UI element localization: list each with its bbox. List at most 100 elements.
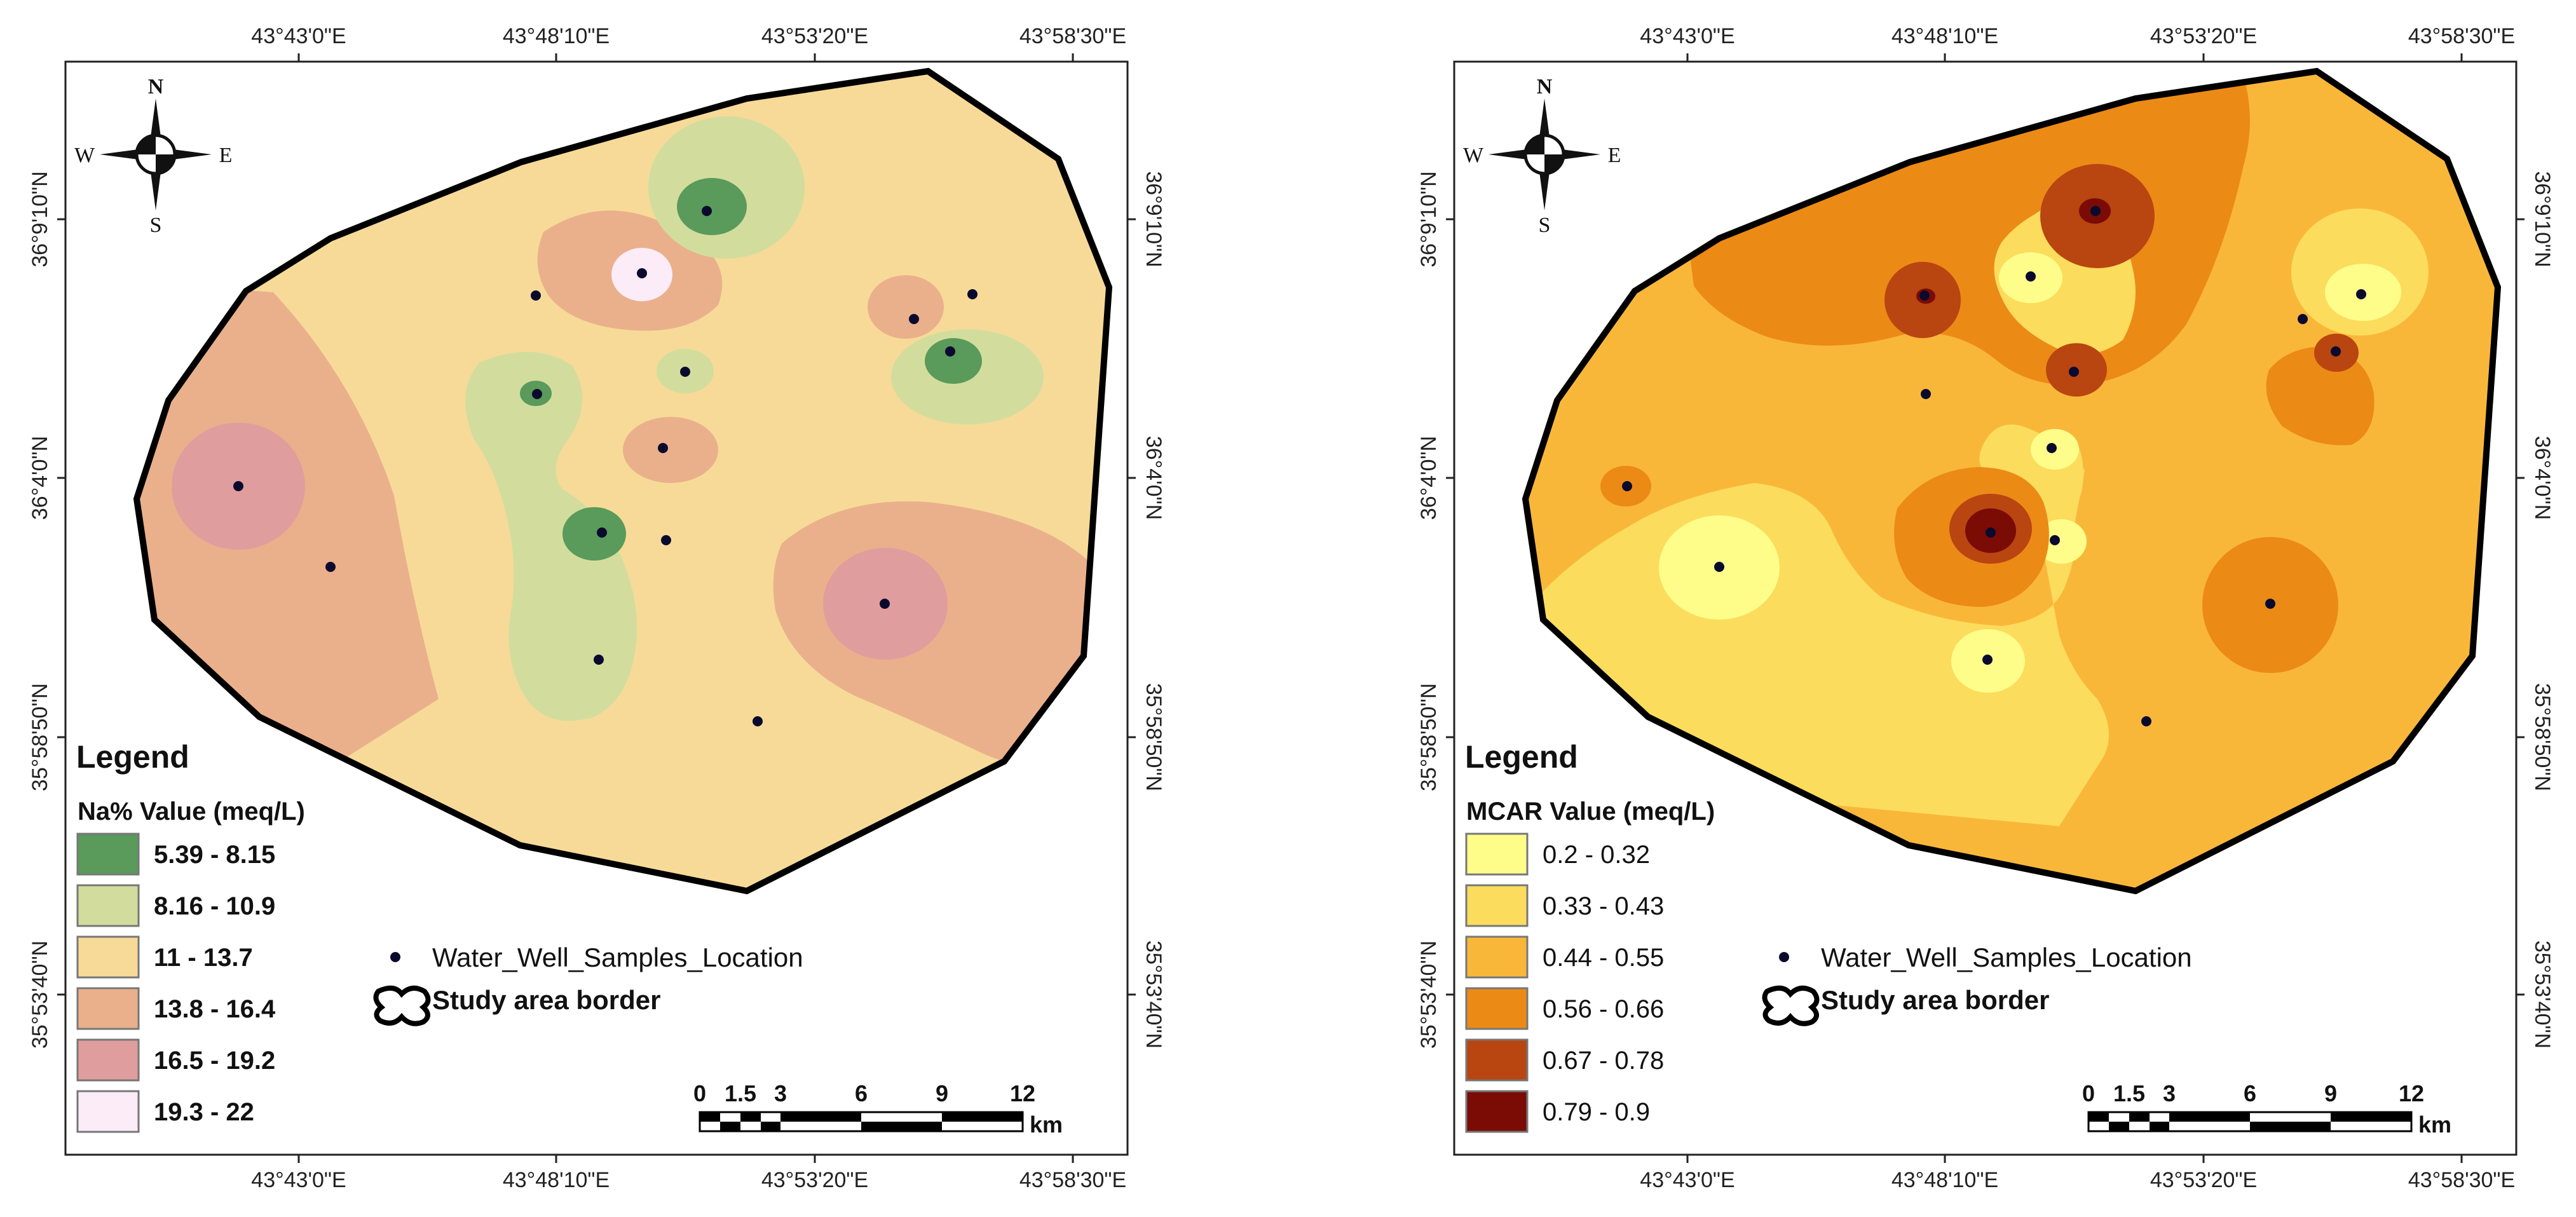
symbol-legend: Water_Well_Samples_Location Study area b… — [373, 942, 803, 1026]
compass-w: W — [1463, 144, 1484, 167]
well-point — [680, 367, 690, 377]
bottom-lon-ticks — [1686, 1155, 2463, 1163]
scale-label: 0 — [2082, 1080, 2095, 1106]
lat-tick-label: 36°9'10"N — [28, 171, 52, 267]
well-point — [2356, 289, 2366, 299]
lon-tick-label: 43°43'0"E — [1640, 1168, 1734, 1192]
north-arrow-compass: N S W E — [74, 75, 232, 237]
well-point — [967, 289, 978, 299]
compass-n: N — [1537, 75, 1553, 99]
well-point — [2090, 206, 2101, 216]
lat-tick-label: 35°58'50"N — [28, 683, 52, 791]
border-legend-label: Study area border — [432, 985, 660, 1015]
lat-tick-label: 36°9'10"N — [1417, 171, 1441, 267]
lon-tick-label: 43°48'10"E — [503, 24, 610, 48]
lat-tick-label: 35°53'40"N — [2530, 941, 2554, 1049]
lat-tick-label: 35°53'40"N — [1141, 941, 1166, 1049]
scale-unit: km — [1030, 1112, 1063, 1138]
lon-tick-label: 43°48'10"E — [1891, 1168, 1998, 1192]
lat-tick-label: 36°4'0"N — [1141, 436, 1166, 520]
lon-tick-label: 43°53'20"E — [2150, 1168, 2257, 1192]
lat-tick-label: 36°4'0"N — [2530, 436, 2554, 520]
legend-swatch — [76, 935, 140, 979]
legend-swatch — [1465, 1038, 1529, 1082]
scale-label: 6 — [2244, 1080, 2256, 1106]
na-map-panel: 43°43'0"E 43°48'10"E 43°53'20"E 43°58'30… — [28, 24, 1166, 1192]
scale-bar: 0 1.5 3 6 9 12 km — [2082, 1080, 2451, 1138]
scale-label: 3 — [774, 1080, 787, 1106]
well-point — [532, 389, 542, 399]
legend-title: Legend — [1465, 739, 1578, 775]
mcar-legend: Legend MCAR Value (meq/L) 0.2 - 0.32 0.33… — [1465, 739, 1715, 1133]
lon-tick-label: 43°58'30"E — [2408, 1168, 2515, 1192]
well-point — [2298, 314, 2308, 324]
legend-class-label: 0.79 - 0.9 — [1543, 1098, 1650, 1126]
scale-label: 0 — [693, 1080, 706, 1106]
lon-tick-label: 43°58'30"E — [2408, 24, 2515, 48]
lon-tick-label: 43°58'30"E — [1019, 1168, 1126, 1192]
symbol-legend: Water_Well_Samples_Location Study area b… — [1762, 942, 2192, 1026]
study-area-border — [1522, 67, 2502, 895]
wells-legend-label: Water_Well_Samples_Location — [432, 942, 803, 972]
study-area-border — [133, 67, 1113, 895]
left-lat-ticks — [57, 218, 65, 996]
na-legend: Legend Na% Value (meq/L) 5.39 - 8.15 8.16… — [76, 739, 305, 1133]
legend-swatch — [76, 1090, 140, 1133]
lon-tick-label: 43°58'30"E — [1019, 24, 1126, 48]
lon-tick-label: 43°43'0"E — [1640, 24, 1734, 48]
lon-tick-label: 43°48'10"E — [1891, 24, 1998, 48]
legend-swatch — [1465, 987, 1529, 1030]
well-point — [880, 599, 890, 609]
legend-swatch — [1465, 833, 1529, 876]
well-point — [2026, 271, 2036, 282]
well-symbol — [390, 952, 400, 962]
scale-label: 1.5 — [2113, 1080, 2145, 1106]
well-point — [233, 481, 243, 491]
well-point — [531, 290, 541, 301]
lon-tick-label: 43°53'20"E — [2150, 24, 2257, 48]
wells-legend-label: Water_Well_Samples_Location — [1821, 942, 2192, 972]
scale-label: 3 — [2163, 1080, 2176, 1106]
legend-class-label: 0.67 - 0.78 — [1543, 1047, 1664, 1075]
left-lat-ticks — [1446, 218, 1454, 996]
well-point — [1622, 481, 1632, 491]
lon-tick-label: 43°43'0"E — [251, 24, 346, 48]
well-point — [661, 535, 671, 545]
well-point — [2265, 599, 2275, 609]
well-symbol — [1779, 952, 1789, 962]
well-sample-points — [233, 206, 978, 726]
lat-tick-label: 36°9'10"N — [1141, 171, 1166, 267]
legend-swatch — [76, 833, 140, 876]
compass-w: W — [74, 144, 95, 167]
lat-tick-label: 36°4'0"N — [28, 436, 52, 520]
well-point — [2069, 367, 2079, 377]
well-point — [1919, 290, 1930, 301]
well-point — [945, 346, 955, 357]
border-symbol — [1762, 985, 1820, 1026]
lat-tick-label: 36°9'10"N — [2530, 171, 2554, 267]
top-lon-ticks — [1686, 53, 2463, 62]
border-legend-label: Study area border — [1821, 985, 2049, 1015]
lat-tick-label: 36°4'0"N — [1417, 436, 1441, 520]
legend-swatch — [1465, 1090, 1529, 1133]
lon-tick-label: 43°53'20"E — [761, 1168, 868, 1192]
well-point — [2050, 535, 2060, 545]
well-point — [325, 562, 336, 572]
legend-swatch — [76, 884, 140, 927]
lon-tick-label: 43°53'20"E — [761, 24, 868, 48]
legend-subtitle: Na% Value (meq/L) — [78, 798, 305, 826]
legend-items: 5.39 - 8.15 8.16 - 10.9 11 - 13.7 13.8 - 16… — [76, 833, 276, 1133]
scale-label: 12 — [2399, 1080, 2424, 1106]
lon-tick-label: 43°48'10"E — [503, 1168, 610, 1192]
well-point — [2331, 346, 2341, 357]
legend-class-label: 13.8 - 16.4 — [154, 995, 276, 1023]
top-lon-ticks — [297, 53, 1074, 62]
scale-bar: 0 1.5 3 6 9 12 km — [693, 1080, 1063, 1138]
well-point — [1921, 389, 1931, 399]
well-point — [1714, 562, 1724, 572]
legend-class-label: 0.56 - 0.66 — [1543, 995, 1664, 1023]
bottom-lon-ticks — [297, 1155, 1074, 1163]
legend-title: Legend — [76, 739, 189, 775]
well-point — [658, 443, 668, 453]
legend-class-label: 5.39 - 8.15 — [154, 841, 275, 869]
